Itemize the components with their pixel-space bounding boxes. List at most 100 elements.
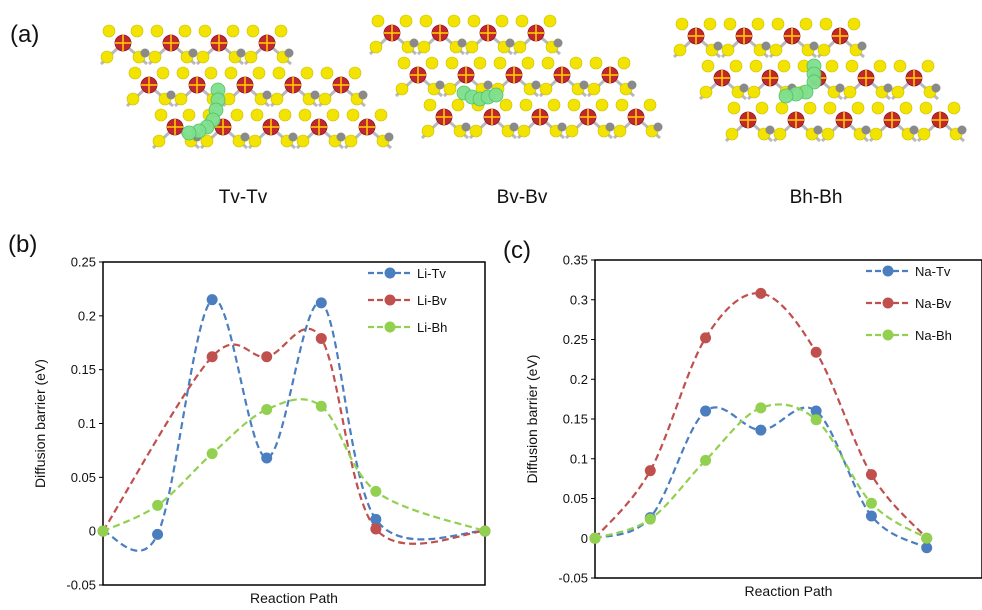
y-tick-label: 0.05	[71, 470, 96, 485]
sulfur-atom	[547, 98, 561, 112]
structure-label-tv: Tv-Tv	[219, 187, 268, 208]
sulfur-atom	[725, 127, 739, 141]
path-atom	[488, 87, 504, 103]
sulfur-atom	[421, 124, 435, 138]
data-point-li-bh	[261, 404, 273, 416]
carbon-atom	[288, 132, 298, 142]
structure-model-bv	[368, 14, 663, 140]
sulfur-atom	[643, 98, 657, 112]
sulfur-atom	[515, 14, 529, 28]
data-point-na-bh	[589, 532, 601, 544]
sulfur-atom	[773, 127, 787, 141]
carbon-atom	[761, 41, 771, 51]
chart-li-diffusion: -0.05 0 0.05 0.1 0.15 0.2 0.25 Reaction Path Dif…	[32, 255, 491, 606]
panel-label-c: (c)	[503, 237, 531, 264]
y-tick-label: 0.1	[78, 416, 96, 431]
sulfur-atom	[729, 59, 743, 73]
sulfur-atom	[100, 50, 114, 64]
sulfur-atom	[371, 14, 385, 28]
sulfur-atom	[777, 59, 791, 73]
sulfur-atom	[270, 92, 284, 106]
carbon-atom	[813, 125, 823, 135]
sulfur-atom	[443, 82, 457, 96]
sulfur-atom	[395, 82, 409, 96]
y-tick-label: 0.2	[570, 372, 588, 387]
data-point-li-tv	[370, 513, 382, 525]
diffusion-path-icon	[778, 58, 822, 104]
data-point-na-tv	[921, 542, 933, 554]
sulfur-atom	[419, 14, 433, 28]
series-line-li-bh	[102, 398, 486, 533]
y-tick-label: 0.35	[563, 253, 588, 268]
sulfur-atom	[899, 101, 913, 115]
sulfur-atom	[823, 101, 837, 115]
y-axis-title: Diffusion barrier (eV)	[32, 359, 48, 488]
sulfur-atom	[230, 108, 244, 122]
y-tick-label: 0.1	[570, 451, 588, 466]
sulfur-atom	[150, 24, 164, 38]
data-point-na-tv	[810, 405, 822, 417]
sulfur-atom	[589, 56, 603, 70]
carbon-atom	[605, 122, 615, 132]
sulfur-atom	[417, 40, 431, 54]
sulfur-atom	[369, 40, 383, 54]
carbon-atom	[627, 80, 637, 90]
sulfur-atom	[617, 56, 631, 70]
sulfur-atom	[102, 24, 116, 38]
carbon-atom	[284, 48, 294, 58]
sulfur-atom	[272, 66, 286, 80]
data-point-na-tv	[755, 424, 767, 436]
sulfur-atom	[821, 127, 835, 141]
sulfur-atom	[300, 66, 314, 80]
sulfur-atom	[198, 24, 212, 38]
sulfur-atom	[825, 59, 839, 73]
carbon-atom	[505, 38, 515, 48]
y-tick-label: 0.3	[570, 292, 588, 307]
sulfur-atom	[819, 17, 833, 31]
carbon-atom	[713, 41, 723, 51]
sulfur-atom	[769, 43, 783, 57]
data-point-li-tv	[206, 294, 218, 306]
sulfur-atom	[851, 101, 865, 115]
panel-label-b: (b)	[8, 231, 37, 258]
data-point-li-tv	[261, 452, 273, 464]
sulfur-atom	[751, 17, 765, 31]
sulfur-atom	[196, 50, 210, 64]
sulfur-atom	[917, 127, 931, 141]
carbon-atom	[835, 83, 845, 93]
y-axis-title: Diffusion barrier (eV)	[524, 355, 540, 484]
data-point-na-bh	[810, 414, 822, 426]
structures-row	[99, 14, 967, 150]
carbon-atom	[857, 41, 867, 51]
carbon-atom	[931, 83, 941, 93]
panel-label-a: (a)	[10, 21, 39, 48]
sulfur-atom	[250, 108, 264, 122]
data-point-na-bv	[865, 469, 877, 481]
data-point-na-bv	[700, 332, 712, 344]
sulfur-atom	[274, 24, 288, 38]
legend-label: Li-Tv	[417, 266, 446, 281]
carbon-atom	[461, 122, 471, 132]
sulfur-atom	[817, 43, 831, 57]
structure-model-bh	[672, 17, 967, 143]
sulfur-atom	[278, 108, 292, 122]
legend-marker	[882, 297, 894, 309]
x-axis-title: Reaction Path	[250, 590, 338, 606]
carbon-atom	[579, 80, 589, 90]
carbon-atom	[358, 90, 368, 100]
data-point-li-bv	[261, 351, 273, 363]
structure-model-tv	[99, 24, 394, 150]
sulfur-atom	[847, 17, 861, 31]
legend-label: Na-Tv	[915, 264, 951, 279]
data-point-na-bh	[865, 497, 877, 509]
sulfur-atom	[499, 98, 513, 112]
sulfur-atom	[749, 59, 763, 73]
sulfur-atom	[675, 17, 689, 31]
sulfur-atom	[176, 66, 190, 80]
sulfur-atom	[871, 101, 885, 115]
data-point-na-bh	[755, 402, 767, 414]
sulfur-atom	[148, 50, 162, 64]
y-tick-label: 0.15	[71, 362, 96, 377]
sulfur-atom	[348, 66, 362, 80]
sulfur-atom	[539, 82, 553, 96]
